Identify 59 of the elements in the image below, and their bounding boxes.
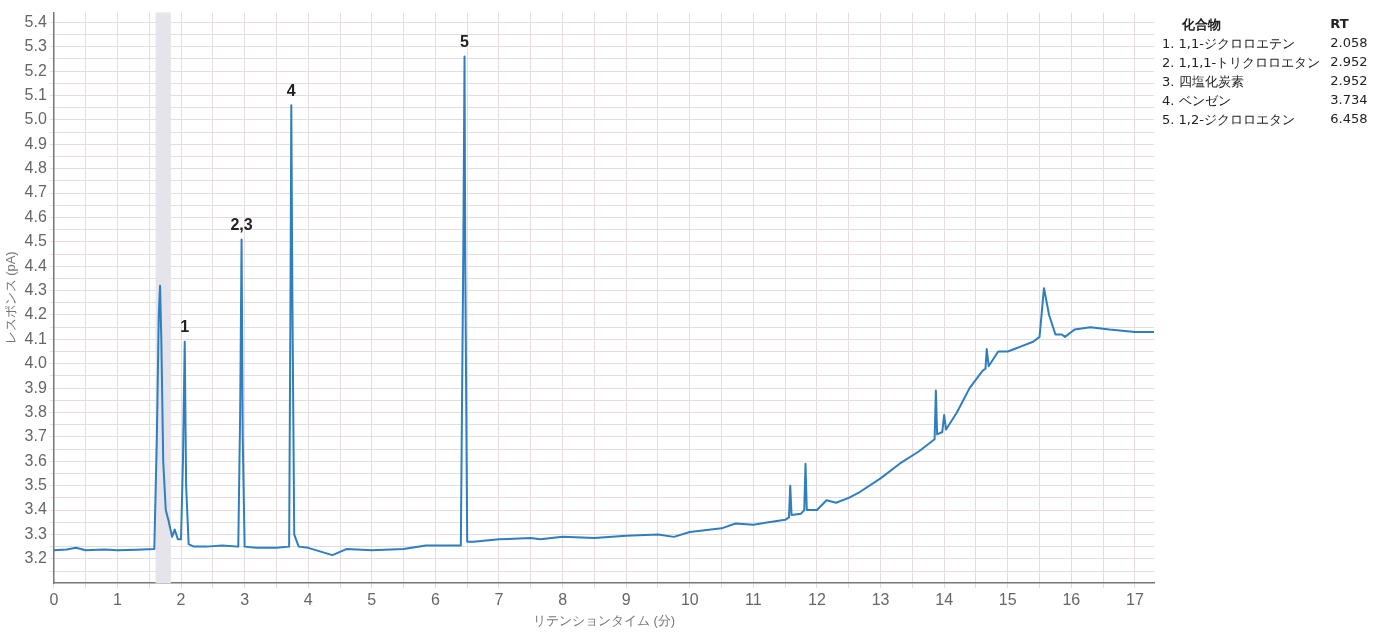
x-tick-label: 16: [1062, 591, 1081, 609]
y-tick-label: 5.2: [24, 61, 47, 79]
x-axis-title: リテンションタイム (分): [532, 612, 676, 628]
text: 5. 1,2-ジクロロエタン: [1162, 111, 1296, 129]
y-tick-label: 3.4: [24, 500, 47, 518]
y-tick-label: 3.8: [24, 402, 47, 420]
text: 2.058: [1330, 35, 1368, 52]
x-tick-label: 14: [935, 591, 954, 609]
y-tick-label: 3.5: [24, 476, 47, 494]
y-tick-label: 4.7: [24, 183, 47, 201]
y-tick-label: 5.4: [24, 12, 47, 30]
y-tick-label: 4.9: [24, 134, 47, 152]
x-tick-label: 1: [112, 591, 122, 609]
text: 6.458: [1330, 111, 1368, 128]
y-tick-label: 3.3: [24, 524, 47, 542]
annotation: 4: [286, 81, 296, 99]
x-tick-label: 2: [176, 591, 186, 609]
text: 1. 1,1-ジクロロエテン: [1162, 35, 1296, 53]
annotation: 2,3: [230, 215, 253, 233]
x-tick-label: 9: [621, 591, 631, 609]
text: 3. 四塩化炭素: [1162, 73, 1245, 91]
x-tick-label: 4: [303, 591, 313, 609]
text: 2.952: [1330, 54, 1368, 71]
y-tick-label: 4.4: [24, 256, 47, 274]
y-tick-label: 4.2: [24, 305, 47, 323]
text: 2.952: [1330, 73, 1368, 90]
y-tick-label: 4.8: [24, 159, 47, 177]
text: 4. ベンゼン: [1162, 92, 1232, 110]
x-tick-label: 8: [558, 591, 568, 609]
x-tick-label: 13: [871, 591, 890, 609]
x-tick-label: 0: [49, 591, 59, 609]
y-tick-label: 3.2: [24, 549, 47, 567]
text: RT: [1330, 16, 1350, 33]
y-tick-label: 3.6: [24, 451, 47, 469]
x-tick-label: 11: [745, 591, 762, 609]
x-tick-label: 5: [367, 591, 377, 609]
y-tick-label: 4.0: [24, 354, 47, 372]
annotation: 5: [460, 32, 470, 50]
x-tick-label: 10: [680, 591, 699, 609]
x-tick-label: 6: [430, 591, 440, 609]
x-tick-label: 15: [998, 591, 1017, 609]
x-tick-label: 7: [494, 591, 504, 609]
text: 2. 1,1,1-トリクロロエタン: [1162, 54, 1321, 72]
y-tick-label: 5.3: [24, 37, 47, 55]
x-tick-label: 3: [240, 591, 250, 609]
y-tick-label: 4.5: [24, 232, 47, 250]
annotation: 1: [180, 318, 190, 336]
y-tick-label: 4.3: [24, 280, 47, 298]
x-tick-label: 17: [1126, 591, 1144, 609]
text: 化合物: [1181, 16, 1222, 34]
y-tick-label: 3.7: [24, 427, 47, 445]
text: 3.734: [1330, 92, 1368, 109]
y-tick-label: 5.0: [24, 110, 47, 128]
y-tick-label: 4.1: [24, 329, 47, 347]
y-axis-title: レスポンス (pA): [3, 251, 19, 345]
y-tick-label: 5.1: [24, 85, 47, 103]
y-tick-label: 3.9: [24, 378, 47, 396]
y-tick-label: 4.6: [24, 207, 47, 225]
x-tick-label: 12: [808, 591, 826, 609]
